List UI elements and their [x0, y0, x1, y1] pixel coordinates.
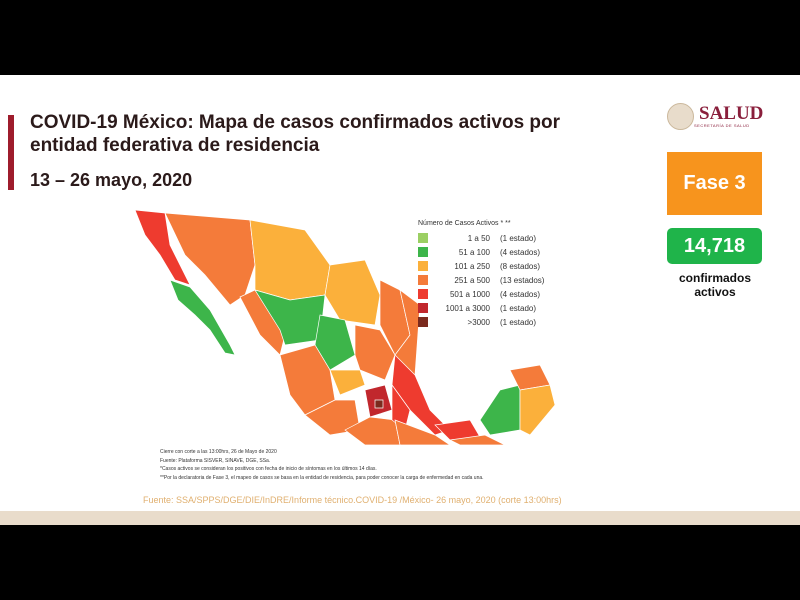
active-count-label: confirmados activos [678, 271, 751, 299]
slide: COVID-19 México: Mapa de casos confirmad… [0, 75, 800, 525]
legend-range: 101 a 250 [454, 261, 490, 271]
state-zacatecas [314, 314, 356, 371]
legend-title: Número de Casos Activos * ** [418, 220, 511, 227]
legend-count: (4 estados) [500, 247, 541, 257]
legend-count: (8 estados) [500, 261, 541, 271]
legend-range: 51 a 100 [458, 247, 490, 257]
legend-item: 1001 a 3000 (1 estado) [418, 301, 544, 315]
legend-count: (4 estados) [500, 289, 541, 299]
state-quintana-roo [519, 384, 556, 436]
legend-item: 1 a 50 (1 estado) [418, 231, 544, 245]
date-range: 13 – 26 mayo, 2020 [30, 170, 193, 190]
legend-swatch [418, 247, 428, 257]
logo-subtitle: SECRETARÍA DE SALUD [694, 123, 750, 128]
state-baja-california [134, 209, 191, 286]
phase-badge: Fase 3 [667, 152, 762, 215]
map-legend: Número de Casos Activos * ** 1 a 50 (1 es… [418, 220, 544, 329]
note: Cierre con corte a las 13:00hrs, 26 de M… [160, 449, 277, 455]
legend-range: 251 a 500 [454, 275, 490, 285]
salud-logo: SALUD SECRETARÍA DE SALUD [667, 103, 763, 130]
legend-item: 501 a 1000 (4 estados) [418, 287, 544, 301]
note: **Por la declaratoria de Fase 3, el mape… [160, 474, 484, 481]
accent-bar [8, 115, 14, 190]
legend-swatch [418, 317, 428, 327]
page-title: COVID-19 México: Mapa de casos confirmad… [30, 112, 561, 156]
legend-item: 101 a 250 (8 estados) [418, 259, 544, 273]
mexico-map [134, 209, 556, 445]
footer-strip [0, 511, 800, 525]
legend-item: >3000 (1 estado) [418, 315, 544, 329]
legend-range: >3000 [467, 317, 490, 327]
logo-text: SALUD [699, 103, 764, 124]
state-cdmx [374, 399, 384, 409]
active-count: 14,718 [667, 228, 762, 264]
state-chihuahua [249, 219, 331, 301]
state-michoacan [304, 399, 361, 436]
source-citation: Fuente: SSA/SPPS/DGE/DIE/InDRE/Informe t… [143, 495, 562, 505]
legend-item: 51 a 100 (4 estados) [418, 245, 544, 259]
legend-count: (1 estado) [500, 317, 537, 327]
legend-count: (1 estado) [500, 233, 537, 243]
notes: Cierre con corte a las 13:00hrs, 26 de M… [160, 448, 484, 482]
state-campeche [479, 384, 521, 436]
state-baja-california-sur [169, 279, 236, 356]
legend-swatch [418, 275, 428, 285]
note: *Casos activos se consideran los positiv… [160, 466, 377, 472]
legend-count: (13 estados) [500, 275, 545, 285]
state-oaxaca [394, 419, 451, 445]
state-slp [354, 324, 396, 381]
note: Fuente: Plataforma SISVER, SINAVE, DGE, … [160, 457, 271, 464]
seal-icon [667, 103, 694, 130]
state-coahuila [324, 259, 381, 326]
state-sinaloa [239, 289, 286, 356]
legend-range: 501 a 1000 [449, 289, 490, 299]
legend-swatch [418, 261, 428, 271]
legend-range: 1 a 50 [467, 233, 490, 243]
legend-swatch [418, 289, 428, 299]
legend-range: 1001 a 3000 [445, 303, 491, 313]
legend-item: 251 a 500 (13 estados) [418, 273, 544, 287]
legend-count: (1 estado) [500, 303, 537, 313]
state-guanajuato [329, 369, 366, 396]
legend-swatch [418, 233, 428, 243]
state-chiapas [448, 434, 506, 445]
legend-swatch [418, 303, 428, 313]
